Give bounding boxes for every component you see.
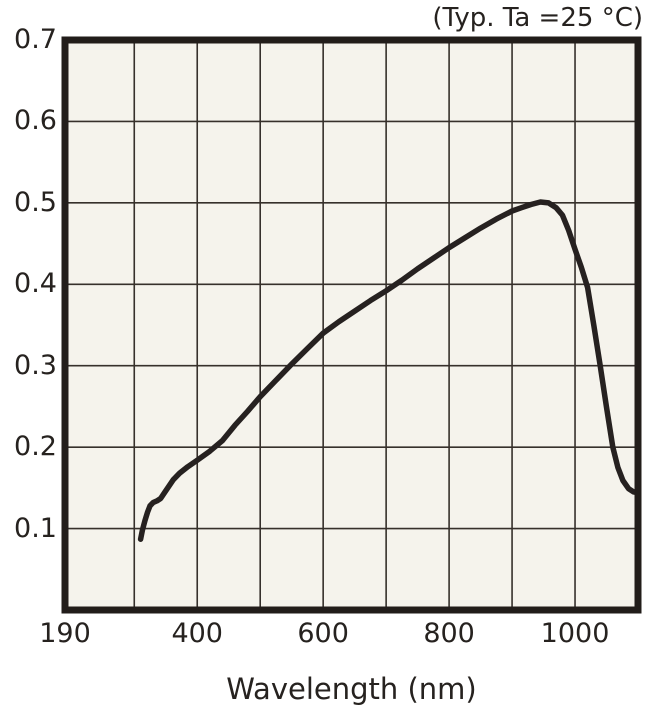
spectral-response-curve [137,199,641,542]
y-tick-label: 0.7 [14,24,57,55]
y-tick-label: 0.1 [14,512,57,544]
plot-background [65,40,638,610]
x-tick-label: 400 [171,618,223,649]
x-tick-label: 1000 [540,618,610,649]
x-axis-title: Wavelength (nm) [226,672,477,706]
y-tick-label: 0.3 [14,349,57,381]
plot-border [61,36,642,614]
y-tick-label: 0.2 [14,431,57,463]
x-tick-label: 800 [423,618,475,649]
x-tick-label: 190 [39,618,91,649]
y-tick-label: 0.6 [14,105,57,137]
x-tick-label: 600 [297,618,349,649]
y-tick-label: 0.4 [14,268,57,300]
y-tick-label: 0.5 [14,186,57,218]
chart-condition-title: (Typ. Ta =25 °C) [432,3,643,33]
